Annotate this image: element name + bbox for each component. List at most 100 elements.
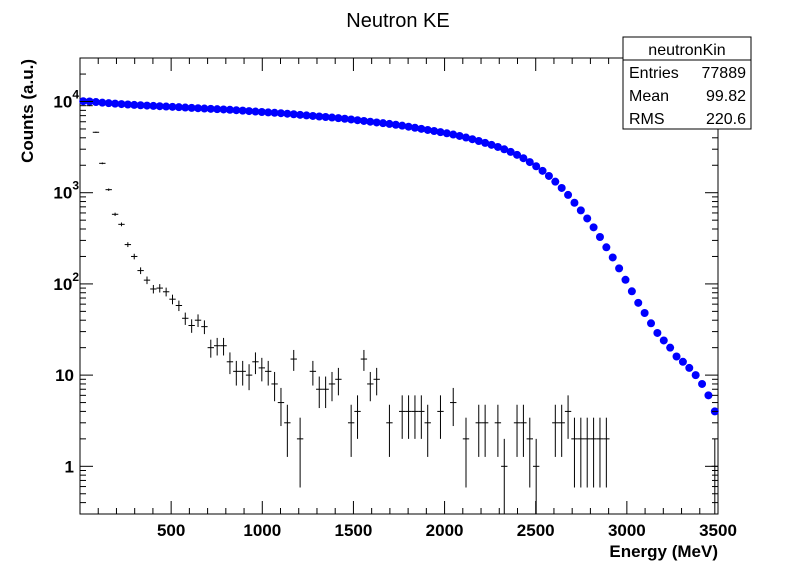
blue-point (372, 118, 381, 127)
blue-point (219, 105, 228, 114)
blue-point (155, 102, 164, 111)
x-axis-title: Energy (MeV) (609, 542, 718, 561)
blue-point (257, 107, 266, 116)
blue-point (608, 253, 617, 262)
blue-point (500, 145, 509, 154)
blue-point (123, 100, 132, 109)
blue-point (481, 138, 490, 147)
blue-point (136, 101, 145, 110)
blue-point (225, 105, 234, 114)
x-tick-labels: 500 1000 1500 2000 2500 3000 3500 (157, 521, 737, 540)
blue-point (442, 129, 451, 138)
blue-point (404, 122, 413, 131)
blue-point (174, 103, 183, 112)
blue-point (570, 198, 579, 207)
blue-point (513, 150, 522, 159)
blue-point (276, 109, 285, 118)
blue-point (206, 104, 215, 113)
blue-point (91, 98, 100, 107)
blue-point (436, 128, 445, 137)
y-tick-labels: 1 10 102 103 104 (53, 88, 79, 477)
blue-point (698, 379, 707, 388)
stats-entries-value: 77889 (702, 65, 747, 82)
blue-point (200, 104, 209, 113)
stats-rms-label: RMS (629, 111, 665, 128)
blue-point (506, 147, 515, 156)
blue-point (474, 137, 483, 146)
blue-point (685, 363, 694, 372)
x-tick-label: 1500 (335, 521, 373, 540)
blue-point (353, 116, 362, 125)
blue-point (181, 103, 190, 112)
blue-point (213, 105, 222, 114)
blue-point (296, 110, 305, 119)
blue-point (168, 102, 177, 111)
blue-point (111, 99, 120, 108)
blue-point (564, 190, 573, 199)
blue-point (328, 113, 337, 122)
blue-point (347, 115, 356, 124)
blue-point (98, 98, 107, 107)
blue-point (493, 142, 502, 151)
blue-point (302, 111, 311, 120)
blue-point (238, 106, 247, 115)
blue-point (334, 114, 343, 123)
blue-point (678, 357, 687, 366)
y-tick-label: 1 (65, 457, 74, 476)
stats-entries-label: Entries (629, 65, 679, 82)
blue-point (289, 110, 298, 119)
blue-point (519, 154, 528, 163)
blue-point (538, 166, 547, 175)
blue-point (449, 130, 458, 139)
blue-point (455, 131, 464, 140)
blue-point (691, 371, 700, 380)
stats-box: neutronKin Entries 77889 Mean 99.82 RMS … (622, 36, 752, 130)
blue-point (104, 99, 113, 108)
blue-point (162, 102, 171, 111)
blue-point (340, 114, 349, 123)
blue-point (359, 116, 368, 125)
blue-point (672, 352, 681, 361)
x-tick-label: 2000 (426, 521, 464, 540)
blue-point (130, 100, 139, 109)
blue-point (149, 101, 158, 110)
stats-rms-value: 220.6 (706, 111, 746, 128)
y-tick-label: 10 (55, 366, 74, 385)
blue-point (398, 121, 407, 130)
plot-content (79, 97, 719, 514)
blue-point (589, 223, 598, 232)
blue-point (659, 336, 668, 345)
blue-point (366, 117, 375, 126)
blue-point (142, 101, 151, 110)
blue-point (430, 127, 439, 136)
blue-point (391, 120, 400, 129)
blue-point (117, 100, 126, 109)
stats-box-frame (622, 36, 752, 130)
blue-point (583, 214, 592, 223)
stats-name: neutronKin (648, 42, 725, 59)
y-tick-label: 102 (53, 270, 79, 294)
blue-point (602, 243, 611, 252)
blue-point (321, 113, 330, 122)
blue-point (315, 112, 324, 121)
stats-mean-value: 99.82 (706, 88, 746, 105)
blue-point (245, 107, 254, 116)
x-tick-label: 2500 (517, 521, 555, 540)
blue-point (264, 108, 273, 117)
blue-point (270, 108, 279, 117)
chart-title: Neutron KE (346, 10, 449, 32)
stats-mean-label: Mean (629, 88, 669, 105)
blue-point (461, 133, 470, 142)
blue-point (194, 104, 203, 113)
blue-point (532, 162, 541, 171)
blue-point (410, 123, 419, 132)
blue-point (283, 109, 292, 118)
y-axis-title: Counts (a.u.) (18, 59, 37, 163)
blue-point (615, 264, 624, 273)
blue-point (423, 125, 432, 134)
blue-point (634, 298, 643, 307)
blue-point (417, 124, 426, 133)
blue-point (468, 135, 477, 144)
blue-point (232, 106, 241, 115)
